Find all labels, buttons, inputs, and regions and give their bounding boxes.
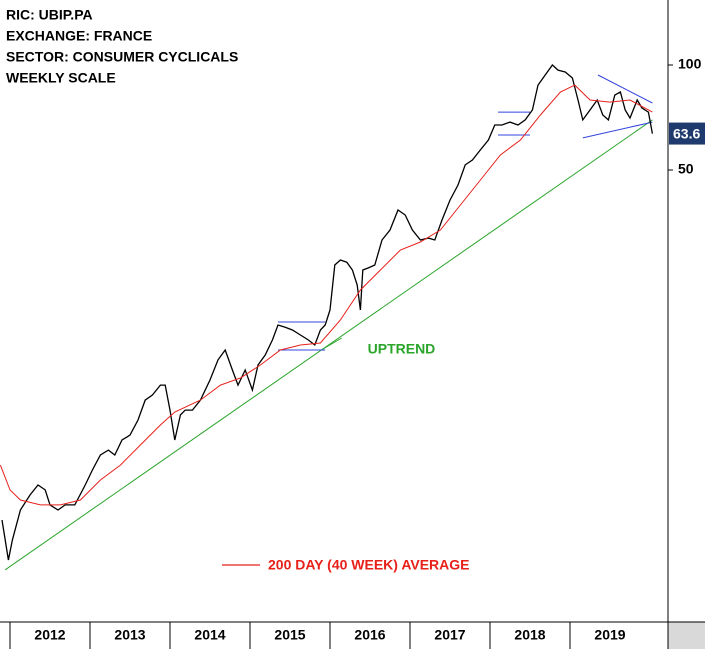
x-tick-label: 2016 (354, 627, 385, 643)
y-tick-label: 50 (678, 161, 694, 177)
x-tick-label: 2012 (34, 627, 65, 643)
series-line (0, 84, 653, 506)
header-line: SECTOR: CONSUMER CYCLICALS (6, 49, 238, 65)
corner (668, 622, 705, 649)
x-tick-label: 2018 (514, 627, 545, 643)
x-tick-label: 2014 (194, 627, 225, 643)
legend-label: 200 DAY (40 WEEK) AVERAGE (268, 557, 470, 573)
last-value-label: 63.6 (673, 125, 700, 141)
header-line: WEEKLY SCALE (6, 70, 116, 86)
trendline (4, 119, 653, 571)
trendline-pointer (322, 337, 342, 350)
last-value-box (669, 122, 705, 145)
x-tick-label: 2015 (274, 627, 305, 643)
series-line (1, 64, 654, 561)
header-line: RIC: UBIP.PA (6, 7, 93, 23)
x-tick-label: 2013 (114, 627, 145, 643)
x-tick-label: 2019 (594, 627, 625, 643)
trendline (597, 74, 653, 104)
header-line: EXCHANGE: FRANCE (6, 28, 152, 44)
trendline-label: UPTREND (368, 341, 436, 357)
y-tick-label: 100 (678, 56, 702, 72)
trendline (582, 121, 653, 139)
x-tick-label: 2017 (434, 627, 465, 643)
